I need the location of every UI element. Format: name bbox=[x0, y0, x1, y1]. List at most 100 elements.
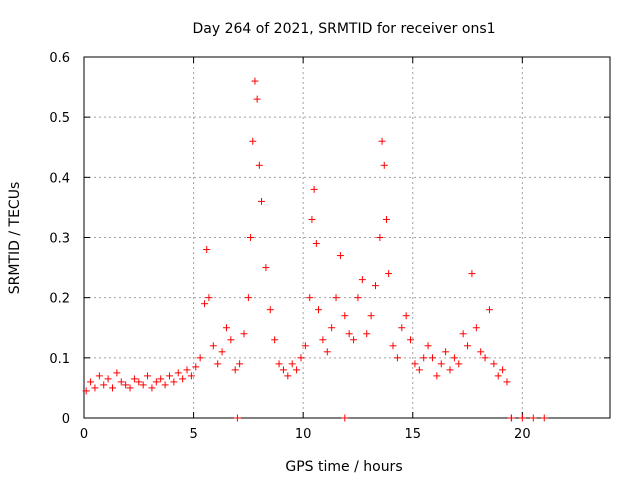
data-point bbox=[358, 276, 366, 284]
x-axis-label: GPS time / hours bbox=[285, 459, 402, 475]
data-point bbox=[428, 354, 436, 362]
data-point bbox=[95, 372, 103, 380]
data-point bbox=[499, 366, 507, 374]
data-point bbox=[385, 270, 393, 278]
data-point bbox=[437, 360, 445, 368]
x-tick-label: 0 bbox=[80, 427, 88, 442]
chart-title: Day 264 of 2021, SRMTID for receiver ons… bbox=[192, 21, 495, 37]
data-point bbox=[104, 375, 112, 383]
data-point bbox=[247, 234, 255, 241]
data-point bbox=[319, 336, 327, 344]
data-point bbox=[472, 324, 480, 332]
data-point bbox=[450, 354, 458, 362]
data-point bbox=[485, 306, 493, 314]
data-point bbox=[481, 354, 489, 362]
data-point bbox=[192, 363, 200, 371]
data-point bbox=[367, 312, 375, 320]
data-point bbox=[398, 324, 406, 332]
data-point bbox=[240, 330, 248, 338]
data-point bbox=[148, 384, 156, 392]
data-point bbox=[249, 137, 257, 145]
data-point bbox=[477, 348, 485, 356]
data-point bbox=[378, 137, 386, 145]
data-point bbox=[205, 294, 213, 302]
data-point bbox=[389, 342, 397, 350]
data-point bbox=[310, 185, 318, 193]
data-point bbox=[253, 95, 261, 103]
data-point bbox=[301, 342, 309, 350]
data-point bbox=[174, 369, 182, 377]
data-point bbox=[455, 360, 463, 368]
data-point bbox=[203, 246, 211, 254]
data-point bbox=[258, 197, 266, 205]
data-point bbox=[222, 324, 230, 332]
data-point bbox=[183, 366, 191, 374]
data-point bbox=[122, 381, 130, 389]
data-point bbox=[209, 342, 217, 350]
y-tick-label: 0.1 bbox=[49, 352, 70, 367]
data-point bbox=[380, 161, 388, 169]
data-point bbox=[244, 294, 252, 302]
data-point bbox=[312, 240, 320, 248]
data-point bbox=[490, 360, 498, 368]
data-point bbox=[279, 366, 287, 374]
data-point bbox=[218, 348, 226, 356]
data-point bbox=[91, 384, 99, 392]
data-point bbox=[503, 378, 511, 386]
data-point bbox=[284, 372, 292, 380]
data-point bbox=[540, 414, 548, 422]
data-point bbox=[255, 161, 263, 169]
data-point bbox=[165, 372, 173, 380]
data-point bbox=[82, 387, 90, 395]
data-point bbox=[332, 294, 340, 302]
data-point bbox=[157, 375, 165, 383]
data-point bbox=[336, 252, 344, 260]
data-point bbox=[433, 372, 441, 380]
data-point bbox=[507, 414, 515, 422]
data-point bbox=[288, 360, 296, 368]
x-tick-label: 20 bbox=[514, 427, 531, 442]
data-point bbox=[424, 342, 432, 350]
y-tick-label: 0.6 bbox=[49, 51, 70, 66]
data-point bbox=[251, 77, 259, 85]
grid bbox=[84, 57, 610, 418]
x-tick-label: 15 bbox=[404, 427, 421, 442]
data-point bbox=[196, 354, 204, 362]
y-tick-label: 0.2 bbox=[49, 292, 70, 307]
data-point bbox=[464, 342, 472, 350]
x-tick-label: 5 bbox=[189, 427, 197, 442]
data-point bbox=[117, 378, 125, 386]
y-tick-label: 0.5 bbox=[49, 111, 70, 126]
data-point bbox=[315, 306, 323, 314]
data-point bbox=[407, 336, 415, 344]
data-point bbox=[233, 414, 241, 422]
data-point bbox=[468, 270, 476, 278]
data-point bbox=[402, 312, 410, 320]
data-point bbox=[382, 215, 390, 223]
data-point bbox=[415, 366, 423, 374]
data-point bbox=[345, 330, 353, 338]
data-point bbox=[113, 369, 121, 377]
data-point bbox=[420, 354, 428, 362]
y-axis-label: SRMTID / TECUs bbox=[7, 182, 23, 295]
data-point bbox=[152, 378, 160, 386]
data-point bbox=[144, 372, 152, 380]
data-point bbox=[201, 300, 209, 308]
data-point bbox=[393, 354, 401, 362]
data-point bbox=[262, 264, 270, 272]
data-point bbox=[323, 348, 331, 356]
data-point bbox=[231, 366, 239, 374]
data-point bbox=[161, 381, 169, 389]
data-point bbox=[236, 360, 244, 368]
plot-frame bbox=[83, 56, 611, 419]
data-point bbox=[271, 336, 279, 344]
data-point bbox=[126, 384, 134, 392]
data-point bbox=[275, 360, 283, 368]
data-point bbox=[442, 348, 450, 356]
data-point bbox=[341, 312, 349, 320]
y-tick-label: 0.4 bbox=[49, 171, 70, 186]
ticks: 0 5 10 15 20 0 0.1 0.2 0.3 0.4 0.5 0.6 bbox=[49, 51, 610, 442]
data-point bbox=[328, 324, 336, 332]
data-point bbox=[187, 372, 195, 380]
